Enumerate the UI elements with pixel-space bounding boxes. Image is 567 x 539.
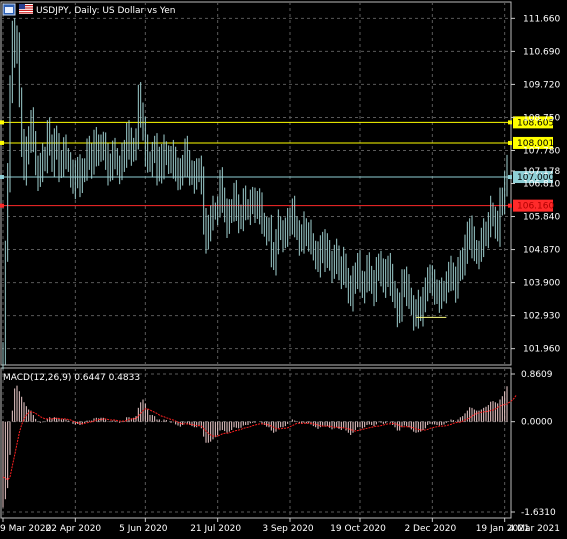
- macd-tick-label: 0.8609: [521, 370, 553, 380]
- macd-tick-label: -1.6310: [521, 508, 556, 518]
- level-price-tag-label: 108.001: [517, 139, 554, 149]
- price-tick-label: 111.660: [523, 14, 560, 24]
- price-tick-label: 104.870: [523, 246, 560, 256]
- level-price-tag-label: 108.605: [517, 118, 554, 128]
- level-price-tag: [513, 116, 553, 129]
- price-tick-label: 102.930: [523, 312, 560, 322]
- price-tick-label: 105.840: [523, 213, 560, 223]
- level-handle: [0, 203, 4, 208]
- time-tick-label: 4 Mar 2021: [509, 524, 560, 534]
- macd-frame: [0, 367, 512, 519]
- price-tick-label: 110.690: [523, 47, 560, 57]
- time-tick-label: 19 Oct 2020: [330, 524, 386, 534]
- time-tick-label: 2 Dec 2020: [404, 524, 456, 534]
- price-tick-label: 109.720: [523, 80, 560, 90]
- level-handle: [508, 140, 512, 145]
- level-handle: [0, 175, 4, 180]
- macd-axis: 0.8609 0.0000 -1.6310: [511, 370, 556, 518]
- level-price-tag: [513, 199, 553, 212]
- macd-signal-line: [2, 394, 517, 481]
- level-handle: [0, 120, 4, 125]
- level-price-tag: [513, 136, 553, 149]
- price-tick-label: 108.750: [523, 113, 560, 123]
- level-handle: [508, 120, 512, 125]
- time-tick-label: 22 Apr 2020: [46, 524, 102, 534]
- chart-title: USDJPY, Daily: US Dollar vs Yen: [36, 6, 175, 16]
- level-handle: [508, 175, 512, 180]
- macd-label: MACD(12,26,9) 0.6447 0.4833: [3, 373, 140, 383]
- level-handle: [0, 140, 4, 145]
- price-tick-label: 101.960: [523, 345, 560, 355]
- time-tick-label: 3 Sep 2020: [262, 524, 314, 534]
- window-icon[interactable]: [2, 3, 16, 16]
- price-tick-label: 106.810: [523, 180, 560, 190]
- price-series: [2, 18, 508, 370]
- price-tick-label: 103.900: [523, 279, 560, 289]
- time-tick-label: 19 Jan 2021: [476, 524, 530, 534]
- macd-histogram: [2, 385, 508, 508]
- time-tick-label: 5 Jun 2020: [119, 524, 168, 534]
- macd-tick-label: 0.0000: [521, 418, 553, 428]
- horizontal-levels[interactable]: 108.605 108.001 107.000 106.160: [0, 116, 554, 212]
- level-price-tag-label: 106.160: [517, 202, 554, 212]
- time-tick-label: 21 Jul 2020: [190, 524, 241, 534]
- level-price-tag-label: 107.000: [517, 173, 554, 183]
- macd-grid: [0, 367, 512, 519]
- time-tick-label: 9 Mar 2020: [0, 524, 52, 534]
- level-handle: [508, 203, 512, 208]
- price-tick-label: 107.780: [523, 146, 560, 156]
- main-grid: [0, 1, 512, 366]
- price-axis: 111.660 110.690 109.720 108.750 107.780 107.1…: [511, 14, 560, 355]
- price-tick-label: 107.178: [523, 167, 560, 177]
- us-flag-icon: [19, 4, 33, 14]
- level-price-tag: [513, 171, 553, 184]
